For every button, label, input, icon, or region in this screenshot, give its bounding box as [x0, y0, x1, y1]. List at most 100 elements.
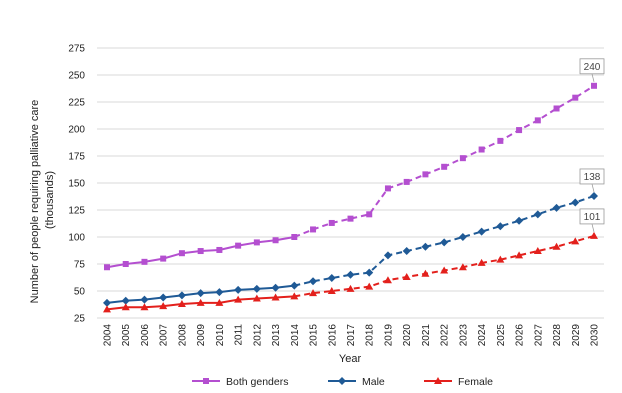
series-line-male-projected: [294, 195, 595, 287]
x-tick-label: 2024: [477, 324, 488, 347]
callout-female: 101: [579, 208, 605, 233]
y-axis-title: Number of people requiring palliative ca…: [29, 97, 56, 304]
point-male: [121, 296, 130, 305]
point-both-genders: [347, 215, 354, 222]
point-female: [533, 247, 542, 255]
x-tick-label: 2015: [309, 324, 320, 347]
point-female: [421, 269, 430, 277]
point-male: [103, 298, 111, 307]
x-tick-label: 2010: [215, 324, 226, 347]
x-tick-label: 2030: [590, 324, 601, 347]
x-tick-label: 2017: [346, 324, 357, 347]
point-female: [458, 263, 467, 271]
y-tick-label: 175: [68, 152, 85, 163]
point-male: [383, 251, 392, 260]
point-female: [234, 295, 243, 303]
point-female: [440, 266, 449, 274]
x-tick-label: 2020: [402, 324, 413, 347]
legend-swatch-marker: [338, 377, 346, 385]
callout-box: [579, 58, 605, 75]
point-both-genders: [310, 226, 317, 233]
point-female: [215, 298, 224, 306]
point-male: [402, 247, 411, 256]
x-tick-label: 2023: [458, 324, 469, 347]
point-male: [159, 293, 168, 302]
series-both-genders: [104, 82, 597, 271]
point-both-genders: [160, 255, 167, 262]
point-both-genders: [572, 94, 579, 101]
point-female: [121, 303, 130, 311]
point-male: [309, 277, 318, 286]
point-both-genders: [253, 239, 260, 246]
y-tick-label: 100: [68, 233, 85, 244]
point-male: [552, 203, 561, 212]
point-male: [327, 274, 336, 283]
x-tick-label: 2014: [290, 324, 301, 347]
x-tick-labels: 2004 2005 2006 2007 2008 2009 2010 2011 2012 2013…: [103, 324, 601, 347]
x-tick-label: 2025: [496, 324, 507, 347]
x-tick-label: 2027: [533, 324, 544, 347]
point-male: [215, 288, 224, 297]
point-male: [515, 216, 524, 225]
y-tick-labels: 25 50 75 100 125 150 175 200 225 250 275: [68, 44, 85, 325]
x-tick-label: 2007: [159, 324, 170, 347]
legend-label: Both genders: [226, 376, 288, 388]
point-male: [346, 270, 355, 279]
x-tick-label: 2006: [140, 324, 151, 347]
series-female: [103, 231, 598, 313]
x-tick-label: 2016: [327, 324, 338, 347]
point-male: [290, 281, 299, 290]
point-female: [590, 231, 598, 239]
point-male: [440, 238, 449, 247]
point-both-genders: [366, 211, 373, 218]
point-female: [402, 272, 411, 280]
x-tick-label: 2009: [196, 324, 207, 347]
y-tick-label: 50: [74, 287, 86, 298]
callout-leader: [591, 183, 595, 193]
series-male: [103, 191, 598, 307]
point-both-genders: [459, 155, 466, 162]
x-tick-label: 2013: [271, 324, 282, 347]
y-tick-label: 250: [68, 71, 85, 82]
y-tick-label: 25: [74, 314, 86, 325]
point-female: [196, 298, 205, 306]
point-both-genders: [553, 105, 560, 112]
point-male: [252, 284, 261, 293]
legend-swatch-marker: [203, 378, 209, 384]
point-both-genders: [422, 171, 429, 178]
legend: Both genders Male Female: [192, 376, 493, 388]
point-both-genders: [291, 234, 298, 240]
point-male: [571, 198, 580, 207]
legend-label: Female: [458, 376, 493, 388]
callout-male: 138: [579, 168, 605, 193]
x-tick-label: 2011: [234, 324, 245, 346]
point-male: [196, 289, 205, 298]
point-male: [365, 268, 374, 277]
x-tick-label: 2018: [365, 324, 376, 347]
end-value-callouts: 240 138 101: [579, 58, 605, 233]
point-male: [177, 291, 186, 300]
point-both-genders: [104, 264, 110, 271]
point-female: [103, 305, 111, 313]
point-male: [496, 222, 505, 231]
point-female: [290, 292, 299, 300]
y-tick-label: 275: [68, 44, 85, 55]
point-female: [252, 294, 261, 302]
y-axis-title-line-2: (thousands): [44, 171, 56, 229]
point-female: [140, 303, 149, 311]
point-female: [477, 258, 486, 266]
x-tick-label: 2028: [552, 324, 563, 347]
callout-leader: [591, 223, 595, 233]
callout-box: [579, 168, 605, 185]
point-female: [346, 284, 355, 292]
point-both-genders: [178, 250, 185, 257]
point-both-genders: [141, 258, 148, 265]
x-tick-label: 2008: [177, 324, 188, 347]
point-male: [140, 295, 149, 304]
point-female: [365, 282, 374, 290]
x-tick-label: 2021: [421, 324, 432, 347]
callout-value: 138: [584, 172, 601, 183]
point-male: [590, 191, 598, 200]
